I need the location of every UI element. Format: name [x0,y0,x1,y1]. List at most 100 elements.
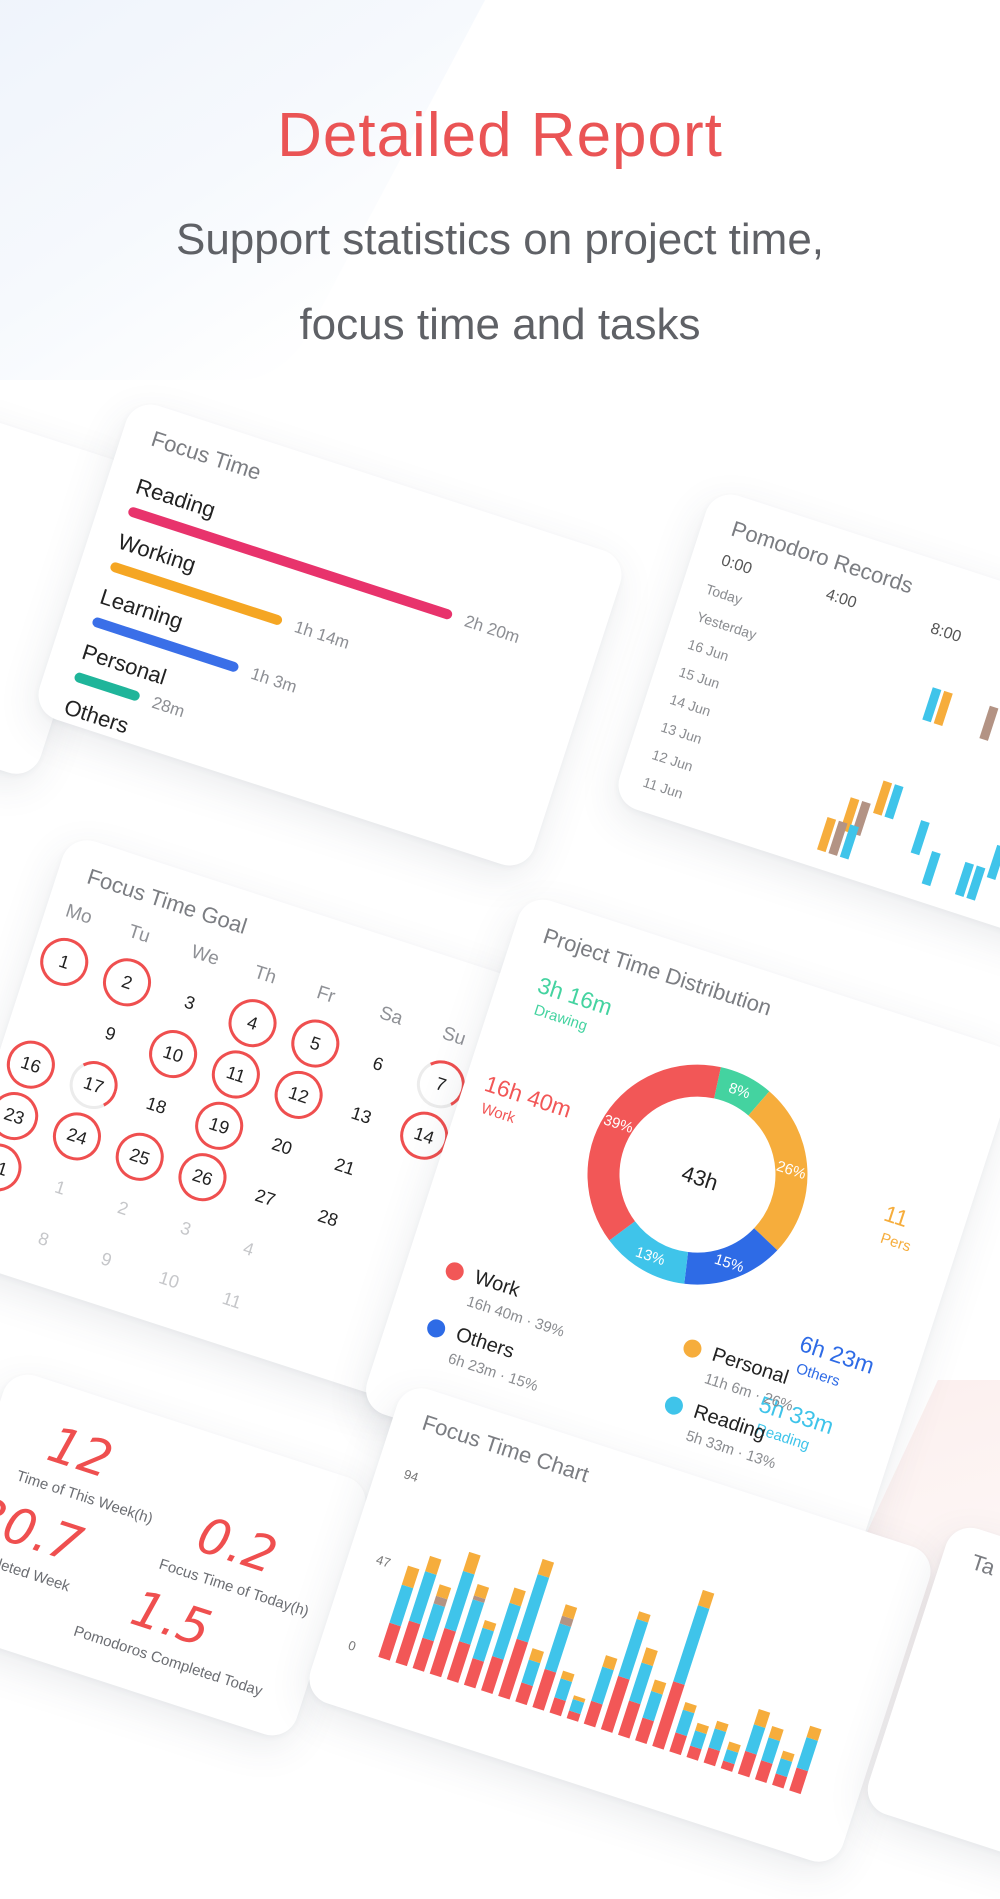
weekday-label: Tu [125,920,153,948]
weekday-label: We [188,941,222,971]
weekday-label: Th [251,961,279,989]
calendar-day[interactable]: 25 [109,1126,170,1188]
calendar-day[interactable]: 2 [96,952,158,1013]
pomodoro-block [910,820,930,856]
focus-chart-bar-segment [463,1551,481,1575]
pomodoro-block [986,844,1000,880]
calendar-day[interactable]: 1 [52,1176,69,1199]
focus-time-value: 28m [149,692,188,722]
subtitle-line-1: Support statistics on project time, [175,215,825,264]
focus-time-value: 1h 3m [248,664,300,697]
focus-chart-bar-segment [463,1658,484,1689]
focus-chart-bar-segment [761,1737,780,1764]
calendar-day[interactable]: 12 [268,1064,329,1126]
focus-chart-bar-segment [789,1767,809,1795]
focus-chart-bar-segment [642,1690,663,1722]
pomodoro-hour-label: 8:00 [928,620,964,646]
calendar-day[interactable]: 18 [143,1092,170,1119]
pomodoro-day-label: 13 Jun [658,718,704,747]
pomodoro-day-label: 15 Jun [676,663,722,692]
calendar-day[interactable]: 23 [0,1085,45,1147]
focus-chart-bar-segment [544,1623,571,1673]
focus-goal-title: Focus Time Goal [84,863,251,939]
y-tick-label: 47 [374,1551,393,1571]
calendar-day[interactable]: 1 [33,931,95,993]
pomodoro-day-label: 16 Jun [685,635,731,665]
calendar-day[interactable]: 17 [63,1054,124,1116]
calendar-day[interactable]: 27 [252,1184,278,1211]
donut-slice-drawing[interactable] [709,1067,772,1120]
calendar-day[interactable]: 3 [177,1217,194,1240]
weekday-label: Su [439,1022,469,1051]
subtitle-line-2: focus time and tasks [299,300,701,349]
tail-card-title: Ta [968,1549,999,1581]
calendar-day[interactable]: 20 [269,1133,295,1159]
donut-slice-reading[interactable] [603,1216,698,1286]
project-distribution-card[interactable]: Project Time Distribution 8% 26% 15% 13% 39%… [359,892,1000,1568]
calendar-day[interactable]: 5 [285,1013,346,1074]
pomodoro-day-label: 11 Jun [641,773,685,802]
calendar-day[interactable]: 4 [222,992,283,1054]
calendar-day[interactable]: 3 [181,991,198,1014]
focus-chart-bar-segment [537,1558,555,1578]
y-tick-label: 94 [401,1466,421,1486]
focus-chart-bar-segment [753,1709,771,1728]
calendar-day[interactable]: 2 [115,1197,131,1220]
focus-chart-bar-segment [583,1700,603,1728]
focus-chart-bar-segment [515,1682,533,1706]
focus-chart-bar-segment [745,1724,766,1755]
calendar-day[interactable]: 16 [0,1034,62,1095]
focus-chart-bar-segment [635,1717,654,1745]
focus-chart-bar-segment [669,1732,687,1756]
calendar-day[interactable]: 31 [0,1137,28,1198]
calendar-day[interactable]: 4 [240,1237,257,1261]
focus-chart-bar-segment [521,1659,541,1687]
focus-chart-bar-segment [554,1678,573,1701]
pomodoro-day-label: 12 Jun [650,746,695,775]
weekday-label: Fr [314,982,338,1008]
weekday-label: Mo [62,900,95,929]
pomodoro-block [979,705,999,741]
focus-chart-bar-segment [401,1565,420,1589]
calendar-day[interactable]: 10 [156,1267,182,1293]
focus-chart-bar-segment [675,1709,695,1737]
focus-chart-bar-segment [754,1760,773,1783]
calendar-day[interactable]: 28 [315,1205,341,1231]
calendar-day[interactable]: 10 [142,1023,204,1085]
focus-chart-bar-segment [425,1555,442,1575]
focus-chart-bar-segment [509,1587,526,1607]
y-tick-label: 0 [346,1637,358,1654]
weekday-label: Sa [376,1002,406,1030]
pomodoro-block [921,851,941,887]
donut-slice-label: 8% [726,1080,752,1103]
calendar-day[interactable]: 8 [35,1228,52,1251]
calendar-day[interactable]: 11 [219,1287,244,1313]
calendar-day[interactable]: 26 [172,1146,233,1208]
focus-chart-bar-segment [516,1574,550,1643]
donut-chart: 8%26%15%13%39% [565,1037,834,1308]
focus-chart-bar-segment [708,1728,727,1752]
donut-slice-others[interactable] [678,1211,781,1308]
focus-time-title: Focus Time [148,426,265,485]
focus-chart-bar-segment [673,1605,710,1685]
calendar-day[interactable]: 13 [348,1102,375,1128]
pomodoro-title: Pomodoro Records [728,516,917,599]
pomodoro-day-label: 14 Jun [667,691,713,720]
pomodoro-records-card[interactable]: Pomodoro Records 0:004:008:0012:00 Today… [611,487,1000,963]
calendar-day[interactable]: 7 [0,1188,11,1248]
focus-time-card[interactable]: Focus Time Reading 2h 20m Working 1h 14m Lea… [31,397,629,873]
focus-chart-bar-segment [697,1589,715,1609]
calendar-day[interactable]: 11 [205,1044,267,1105]
calendar-day[interactable]: 6 [370,1052,386,1075]
page-title: Detailed Report [277,101,723,170]
donut-slice-work[interactable] [565,1037,724,1258]
calendar-day[interactable]: 9 [98,1248,115,1271]
focus-chart-bar-segment [737,1750,757,1778]
calendar-day[interactable]: 19 [188,1095,250,1157]
calendar-day[interactable]: 9 [102,1022,119,1045]
calendar-day[interactable]: 24 [46,1106,108,1167]
donut-slice-personal[interactable] [712,1087,834,1253]
calendar-day[interactable]: 21 [332,1154,358,1180]
focus-chart-bar-segment [641,1647,658,1667]
pomodoro-day-label: Yesterday [694,608,759,643]
